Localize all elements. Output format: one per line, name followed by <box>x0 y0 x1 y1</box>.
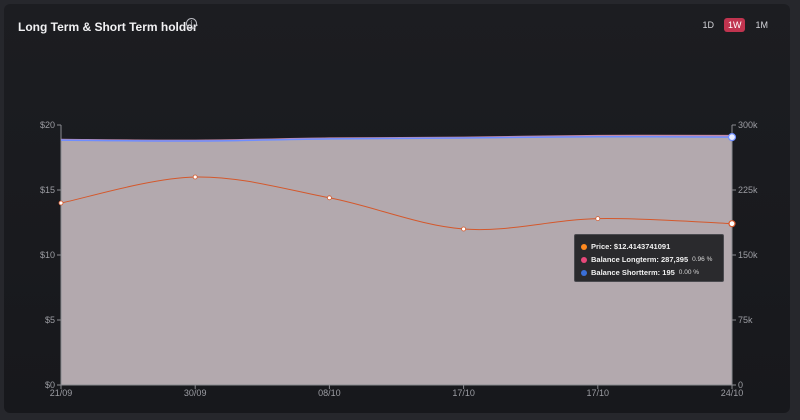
price-point <box>326 195 332 201</box>
tooltip-row-price: Price: $12.4143741091 <box>581 240 717 253</box>
left-tick-label: $5 <box>45 315 55 325</box>
timeframe-selector: 1D 1W 1M <box>698 18 772 32</box>
hover-marker <box>727 133 737 142</box>
price-point <box>461 226 467 232</box>
right-tick-label: 225k <box>738 185 758 195</box>
left-tick-label: $20 <box>40 120 55 130</box>
x-tick-label: 21/09 <box>50 388 73 398</box>
x-tick-label: 08/10 <box>318 388 341 398</box>
chart-tooltip: Price: $12.4143741091 Balance Longterm: … <box>574 234 724 282</box>
shortterm-dot-icon <box>581 269 587 276</box>
info-icon[interactable]: i <box>186 18 197 29</box>
price-point <box>595 216 601 222</box>
timeframe-1m-button[interactable]: 1M <box>755 20 768 30</box>
right-tick-label: 75k <box>738 315 753 325</box>
longterm-dot-icon <box>581 256 587 263</box>
tooltip-row-shortterm: Balance Shortterm: 195 0.00 % <box>581 266 717 279</box>
right-tick-label: 300k <box>738 120 758 130</box>
right-tick-label: 150k <box>738 250 758 260</box>
price-point <box>728 220 736 228</box>
tooltip-price-label: Price: $12.4143741091 <box>591 242 671 251</box>
price-point <box>192 174 198 180</box>
price-point <box>58 200 64 206</box>
shortterm-line <box>60 135 733 142</box>
tooltip-shortterm-label: Balance Shortterm: 195 <box>591 268 675 277</box>
left-tick-label: $15 <box>40 185 55 195</box>
x-tick-label: 30/09 <box>184 388 207 398</box>
x-tick-label: 24/10 <box>721 388 744 398</box>
left-tick-label: $0 <box>45 380 55 390</box>
timeframe-1d-button[interactable]: 1D <box>702 20 714 30</box>
chart-title: Long Term & Short Term holder <box>18 20 198 34</box>
tooltip-row-longterm: Balance Longterm: 287,395 0.96 % <box>581 253 717 266</box>
left-tick-label: $10 <box>40 250 55 260</box>
tooltip-longterm-label: Balance Longterm: 287,395 <box>591 255 689 264</box>
right-tick-label: 0 <box>738 380 743 390</box>
tooltip-longterm-pct: 0.96 % <box>692 256 713 263</box>
longterm-area <box>61 135 732 385</box>
x-tick-label: 17/10 <box>587 388 610 398</box>
x-tick-label: 17/10 <box>452 388 475 398</box>
price-dot-icon <box>581 243 587 250</box>
tooltip-shortterm-pct: 0.00 % <box>678 269 700 276</box>
price-line <box>60 176 733 231</box>
timeframe-1w-button[interactable]: 1W <box>723 18 746 32</box>
